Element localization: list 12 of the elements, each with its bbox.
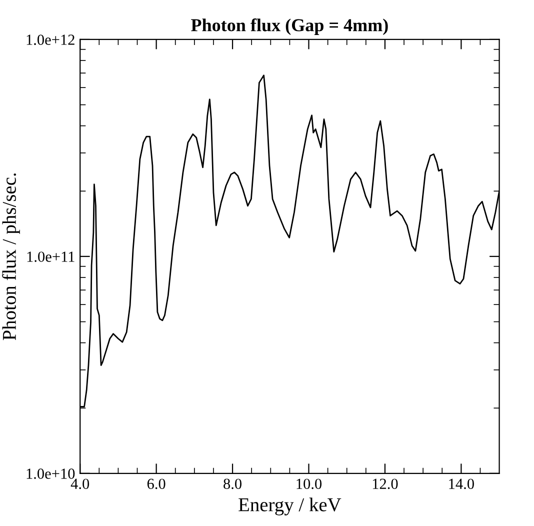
x-tick-label: 8.0 <box>224 478 242 490</box>
y-tick-label: 1.0e+11 <box>27 252 74 262</box>
y-tick-label: 1.0e+12 <box>26 34 74 45</box>
x-tick-label: 10.0 <box>296 478 322 490</box>
x-tick-label: 6.0 <box>147 478 166 490</box>
x-tick-label: 14.0 <box>449 478 474 490</box>
x-tick-label: 12.0 <box>372 478 398 490</box>
chart-title: Photon flux (Gap = 4mm) <box>191 18 388 35</box>
x-tick-label: 4.0 <box>70 478 90 490</box>
y-tick-label: 1.0e+10 <box>26 468 75 479</box>
y-axis-title: Photon flux / phs/sec. <box>2 173 20 340</box>
x-axis-title: Energy / keV <box>238 498 342 516</box>
